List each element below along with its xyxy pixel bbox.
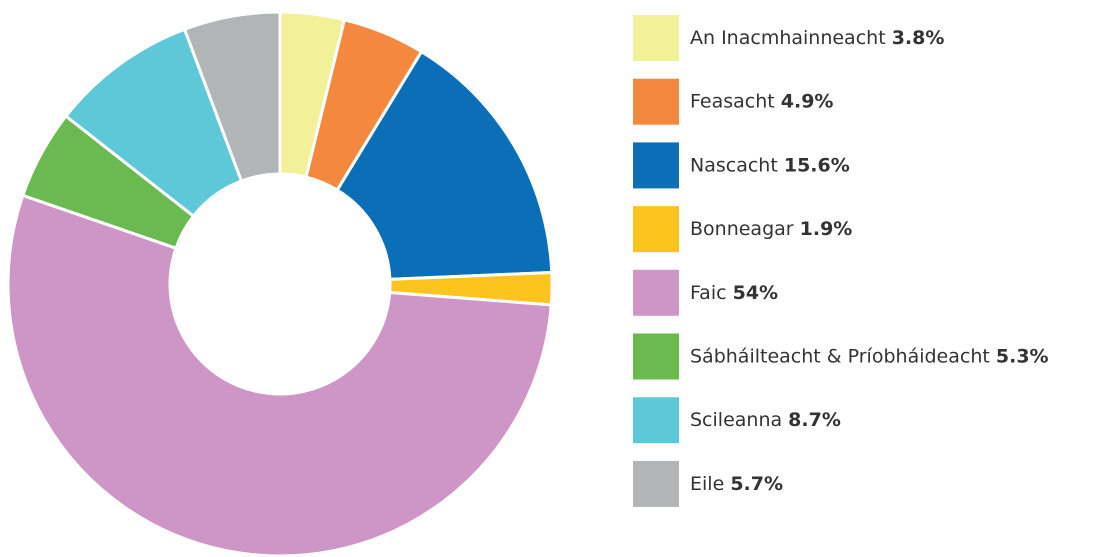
- legend-label: Eile 5.7%: [690, 472, 783, 494]
- legend-category: Eile: [690, 472, 724, 494]
- legend-swatch: [633, 397, 679, 444]
- legend-value: 1.9%: [800, 218, 853, 240]
- legend-category: Sábháilteacht & Príobháideacht: [690, 345, 990, 367]
- legend-label: Faic 54%: [690, 281, 778, 303]
- legend-value: 54%: [733, 281, 778, 303]
- legend-swatch: [633, 460, 679, 507]
- legend-value: 8.7%: [788, 409, 841, 431]
- legend-value: 3.8%: [892, 27, 945, 49]
- legend-category: Scileanna: [690, 409, 782, 431]
- legend-category: Feasacht: [690, 90, 775, 112]
- legend-label: Bonneagar 1.9%: [690, 218, 852, 240]
- legend-swatch: [633, 142, 679, 189]
- legend-value: 15.6%: [784, 154, 850, 176]
- legend-value: 5.3%: [996, 345, 1049, 367]
- legend-label: Nascacht 15.6%: [690, 154, 850, 176]
- donut-slice: [182, 10, 282, 183]
- legend-swatch: [633, 206, 679, 253]
- donut-slice: [335, 49, 554, 281]
- legend-category: Bonneagar: [690, 218, 794, 240]
- legend-swatch: [633, 269, 679, 316]
- legend-swatch: [633, 15, 679, 61]
- legend-category: Faic: [690, 281, 727, 303]
- legend-swatch: [633, 333, 679, 380]
- legend-label: Scileanna 8.7%: [690, 409, 841, 431]
- legend-value: 4.9%: [781, 90, 834, 112]
- legend-label: Feasacht 4.9%: [690, 90, 833, 112]
- legend-value: 5.7%: [730, 472, 783, 494]
- legend-swatch: [633, 78, 679, 125]
- legend-category: Nascacht: [690, 154, 778, 176]
- legend-category: An Inacmhainneacht: [690, 27, 886, 49]
- legend-label: An Inacmhainneacht 3.8%: [690, 27, 944, 49]
- donut-slice: [6, 193, 553, 557]
- legend-label: Sábháilteacht & Príobháideacht 5.3%: [690, 345, 1049, 367]
